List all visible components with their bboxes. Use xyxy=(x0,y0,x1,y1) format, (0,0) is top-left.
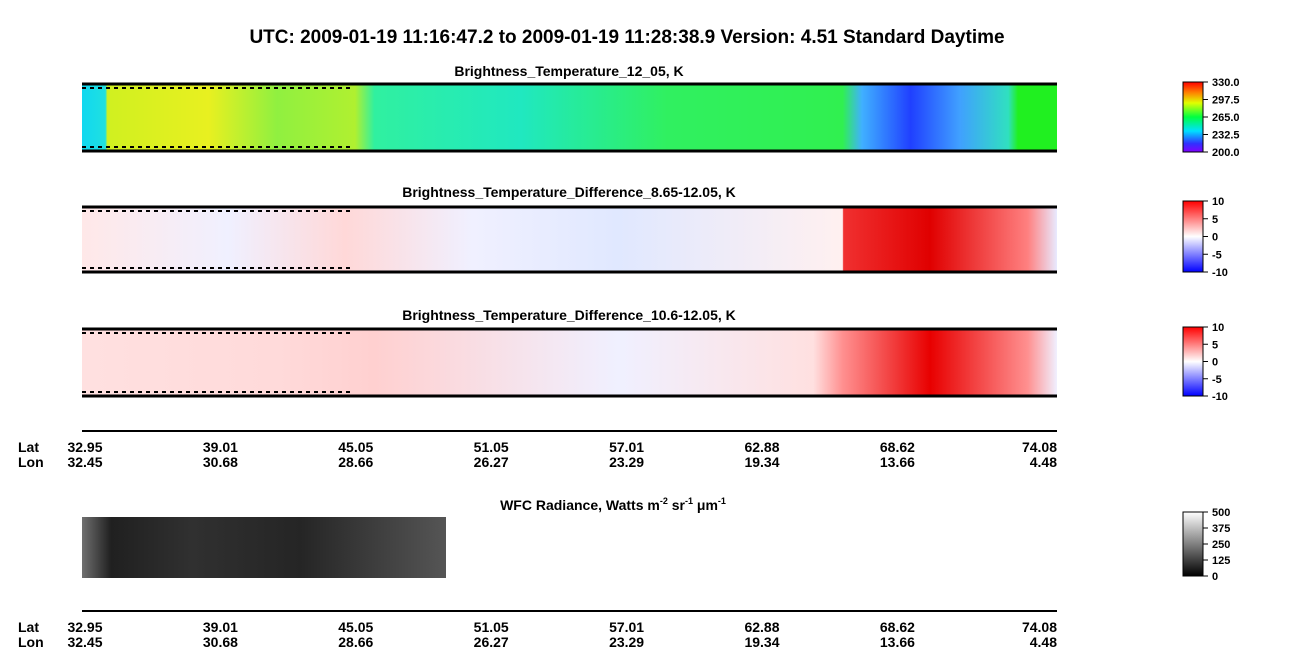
lat-value: 74.08 xyxy=(1022,619,1057,635)
lon-label: Lon xyxy=(18,634,44,650)
colorbar-label: 250 xyxy=(1212,539,1230,551)
colorbar-label: 297.5 xyxy=(1212,95,1240,107)
lat-value: 39.01 xyxy=(203,439,238,455)
colorbar-label: 0 xyxy=(1212,357,1218,369)
lon-value: 26.27 xyxy=(474,634,509,650)
lat-value: 62.88 xyxy=(744,439,779,455)
colorbar xyxy=(1182,81,1204,153)
superscript: -2 xyxy=(660,496,668,506)
colorbar-label: 5 xyxy=(1212,214,1218,226)
lon-value: 32.45 xyxy=(67,634,102,650)
lat-value: 32.95 xyxy=(67,439,102,455)
title-part: μm xyxy=(693,497,718,513)
lon-value: 19.34 xyxy=(744,454,779,470)
colorbar-label: 125 xyxy=(1212,555,1230,567)
lon-value: 32.45 xyxy=(67,454,102,470)
lon-value: 19.34 xyxy=(744,634,779,650)
page-title: UTC: 2009-01-19 11:16:47.2 to 2009-01-19… xyxy=(249,27,1004,48)
lon-value: 23.29 xyxy=(609,634,644,650)
colorbar-label: 232.5 xyxy=(1212,130,1240,142)
lat-value: 45.05 xyxy=(338,439,373,455)
superscript: -1 xyxy=(718,496,726,506)
colorbar-label: 0 xyxy=(1212,232,1218,244)
lon-value: 30.68 xyxy=(203,454,238,470)
lat-label: Lat xyxy=(18,439,39,455)
lon-value: 13.66 xyxy=(880,634,915,650)
colorbar-label: 10 xyxy=(1212,322,1224,334)
lon-value: 23.29 xyxy=(609,454,644,470)
lat-value: 68.62 xyxy=(880,619,915,635)
panel-title: Brightness_Temperature_12_05, K xyxy=(454,63,683,79)
lat-value: 51.05 xyxy=(474,619,509,635)
colorbar-label: 5 xyxy=(1212,339,1218,351)
lon-value: 26.27 xyxy=(474,454,509,470)
colorbar-label: -5 xyxy=(1212,374,1222,386)
colorbar-label: 330.0 xyxy=(1212,77,1240,89)
lon-value: 28.66 xyxy=(338,454,373,470)
superscript: -1 xyxy=(685,496,693,506)
lat-value: 74.08 xyxy=(1022,439,1057,455)
wfc-title: WFC Radiance, Watts m-2 sr-1 μm-1 xyxy=(500,496,726,513)
title-part: WFC Radiance, Watts m xyxy=(500,497,660,513)
lon-value: 4.48 xyxy=(1030,454,1057,470)
colorbar-label: 500 xyxy=(1212,507,1230,519)
swath-images xyxy=(82,82,1057,612)
lat-value: 57.01 xyxy=(609,439,644,455)
panel-title: Brightness_Temperature_Difference_8.65-1… xyxy=(402,184,736,200)
colorbar-label: -5 xyxy=(1212,249,1222,261)
lon-value: 4.48 xyxy=(1030,634,1057,650)
lat-value: 39.01 xyxy=(203,619,238,635)
colorbar-label: -10 xyxy=(1212,391,1228,403)
colorbar-label: 200.0 xyxy=(1212,147,1240,159)
lon-value: 28.66 xyxy=(338,634,373,650)
title-part: sr xyxy=(668,497,686,513)
lat-value: 32.95 xyxy=(67,619,102,635)
lat-value: 68.62 xyxy=(880,439,915,455)
colorbar-label: 10 xyxy=(1212,196,1224,208)
colorbar-label: 265.0 xyxy=(1212,112,1240,124)
lat-value: 57.01 xyxy=(609,619,644,635)
colorbar-label: -10 xyxy=(1212,267,1228,279)
lat-value: 51.05 xyxy=(474,439,509,455)
lon-value: 30.68 xyxy=(203,634,238,650)
lat-value: 62.88 xyxy=(744,619,779,635)
colorbar-label: 0 xyxy=(1212,571,1218,583)
panel-title: Brightness_Temperature_Difference_10.6-1… xyxy=(402,307,736,323)
colorbar-label: 375 xyxy=(1212,523,1230,535)
colorbar xyxy=(1182,326,1204,397)
lon-label: Lon xyxy=(18,454,44,470)
lat-value: 45.05 xyxy=(338,619,373,635)
lon-value: 13.66 xyxy=(880,454,915,470)
lat-label: Lat xyxy=(18,619,39,635)
colorbar xyxy=(1182,200,1204,273)
colorbar xyxy=(1182,511,1204,577)
